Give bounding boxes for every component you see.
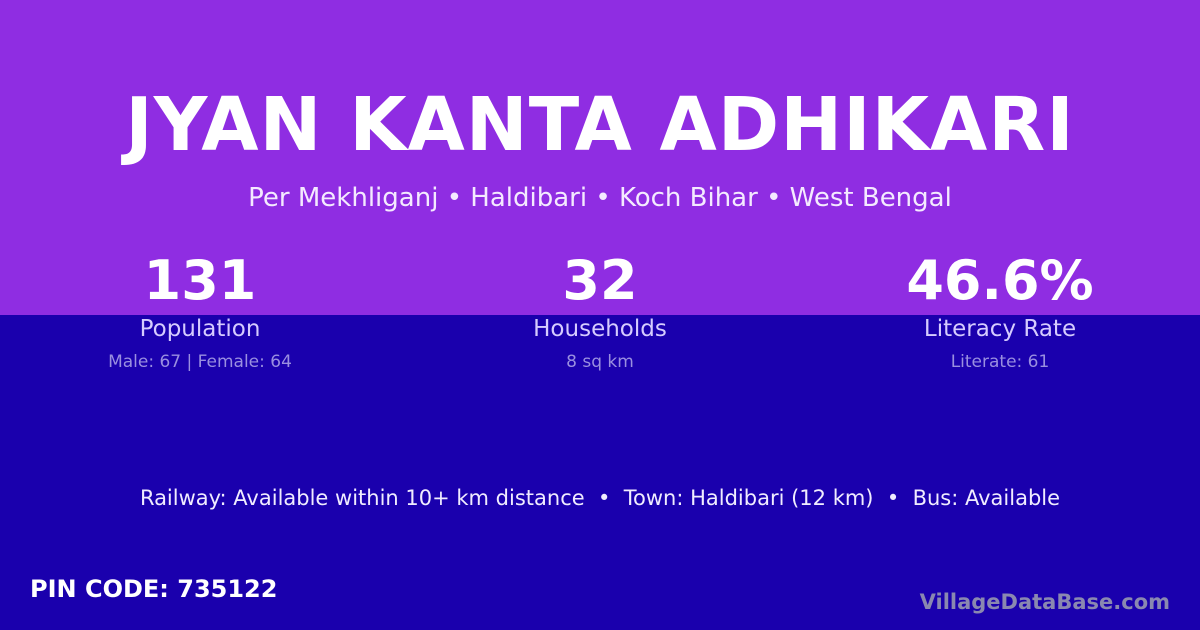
stat-detail: 8 sq km xyxy=(566,352,634,372)
location-breadcrumb: Per Mekhliganj • Haldibari • Koch Bihar … xyxy=(248,183,952,213)
brand-logo: VillageDataBase.com xyxy=(919,590,1170,614)
stat-households: 32 Households 8 sq km xyxy=(400,249,800,373)
stat-value: 46.6% xyxy=(906,249,1094,312)
stat-label: Households xyxy=(533,316,667,342)
stat-value: 32 xyxy=(562,249,638,312)
header-band xyxy=(0,0,1200,315)
stat-label: Literacy Rate xyxy=(923,316,1077,342)
village-title: JYAN KANTA ADHIKARI xyxy=(125,82,1075,168)
stat-population: 131 Population Male: 67 | Female: 64 xyxy=(0,249,400,373)
stat-detail: Literate: 61 xyxy=(950,352,1050,372)
stat-label: Population xyxy=(139,316,261,342)
connectivity-info: Railway: Available within 10+ km distanc… xyxy=(139,486,1061,510)
pin-code: PIN CODE: 735122 xyxy=(30,575,278,603)
stat-detail: Male: 67 | Female: 64 xyxy=(108,352,292,372)
stat-literacy: 46.6% Literacy Rate Literate: 61 xyxy=(800,249,1200,373)
stat-value: 131 xyxy=(143,249,257,312)
